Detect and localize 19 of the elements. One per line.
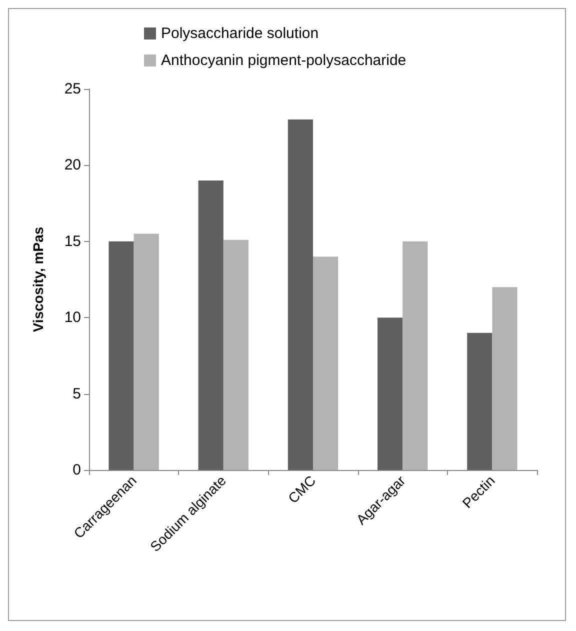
- legend-label: Polysaccharide solution: [161, 25, 319, 42]
- bar: [378, 318, 403, 470]
- bar: [288, 119, 313, 470]
- bar: [223, 240, 248, 470]
- bar: [492, 287, 518, 470]
- legend-label: Anthocyanin pigment-polysaccharide: [161, 52, 406, 69]
- bar: [198, 180, 224, 470]
- y-tick-label: 5: [72, 385, 81, 402]
- y-axis-title: Viscosity, mPas: [30, 226, 46, 332]
- bar: [402, 241, 428, 470]
- bar: [313, 256, 338, 470]
- bar: [134, 234, 159, 470]
- y-tick-label: 15: [64, 232, 81, 250]
- y-tick-label: 0: [72, 462, 81, 478]
- y-tick-label: 25: [64, 80, 81, 98]
- y-tick-label: 20: [64, 156, 81, 174]
- bar: [108, 241, 134, 470]
- bar: [467, 332, 492, 470]
- y-tick-label: 10: [64, 309, 81, 326]
